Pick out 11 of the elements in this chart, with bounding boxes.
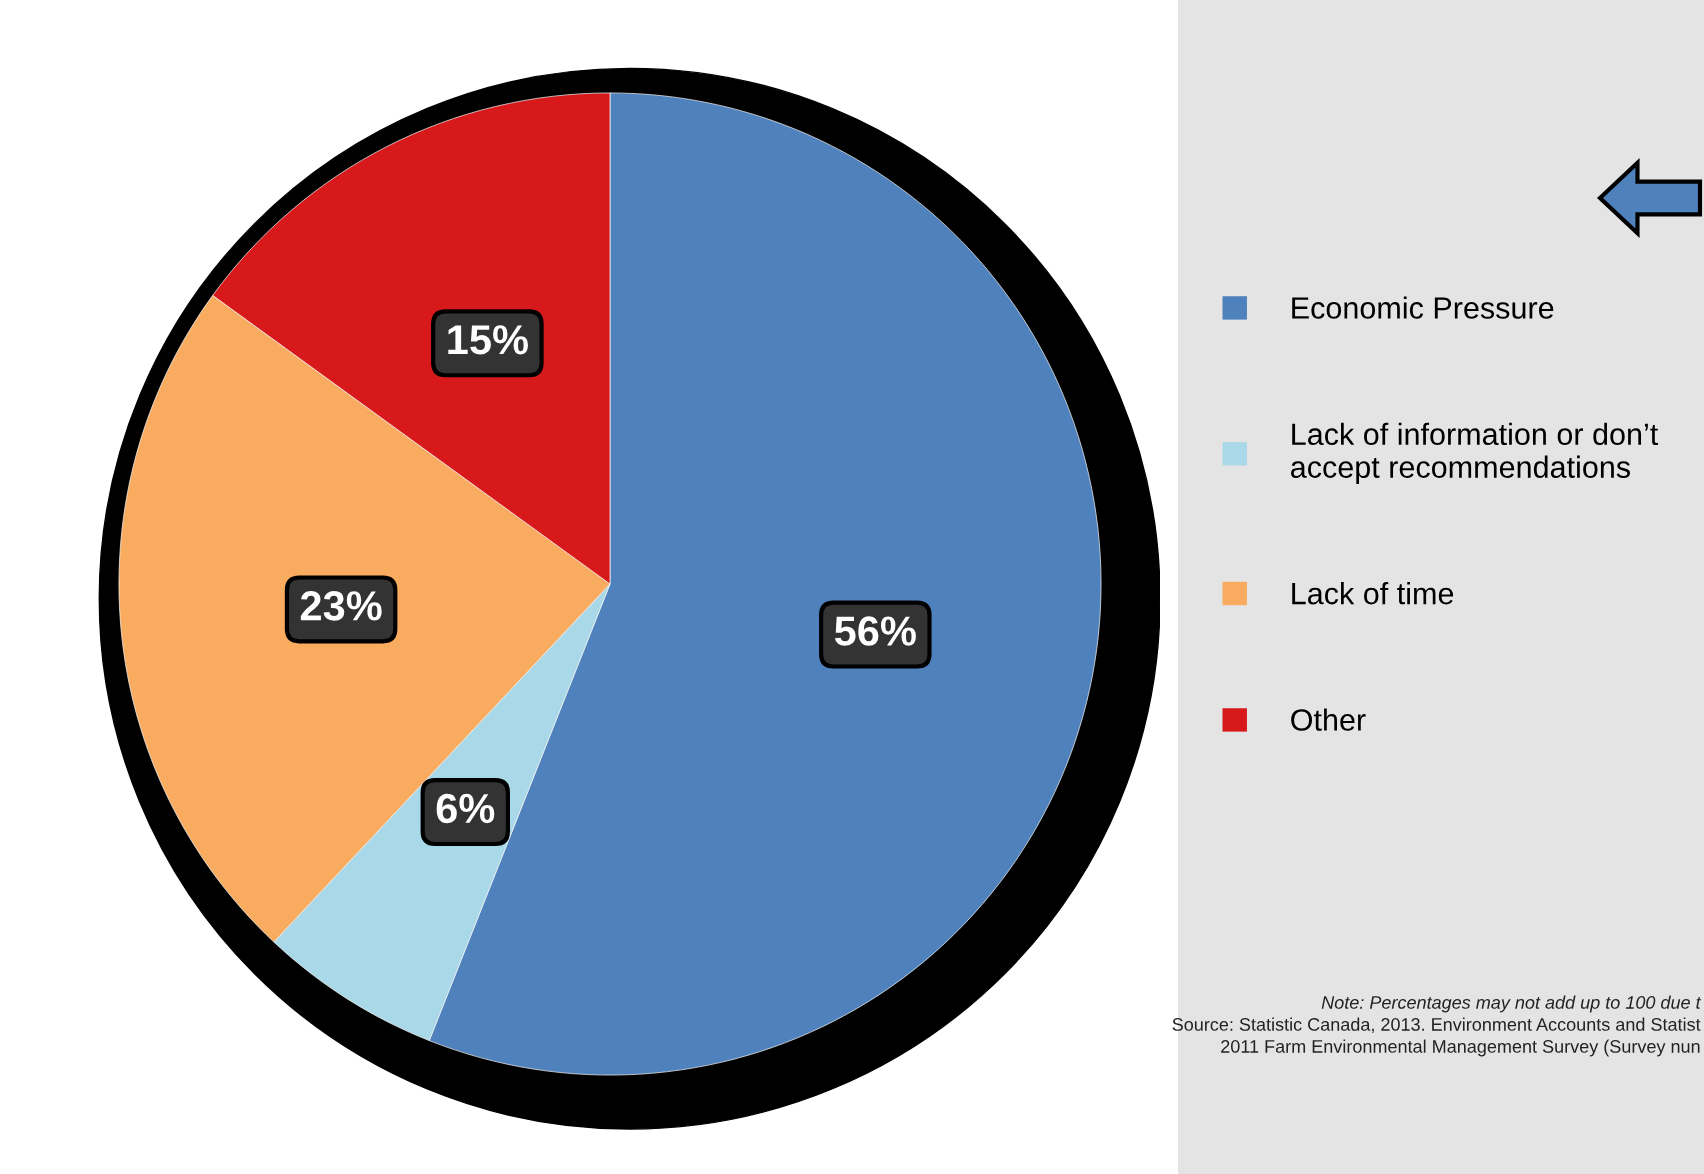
legend-label: Lack of time (1292, 581, 1454, 605)
data-label: 15% (448, 325, 528, 355)
data-label: 23% (300, 591, 382, 621)
source-note: Source: Statistic Canada, 2013. Environment Accounts and Statist (1172, 1017, 1701, 1033)
legend-label: Economic Pressure (1292, 296, 1554, 319)
text: Note: Percentages may not add up to 100 due t (1321, 995, 1702, 1013)
legend-label: Lack of information or don’t accept recommendations (1291, 422, 1659, 485)
data-label: 56% (834, 616, 916, 646)
data-label: 6% (436, 793, 495, 824)
text: 2011 Farm Environmental Management Survey (Survey nun (1221, 1039, 1700, 1057)
legend-label: Other (1291, 708, 1366, 731)
